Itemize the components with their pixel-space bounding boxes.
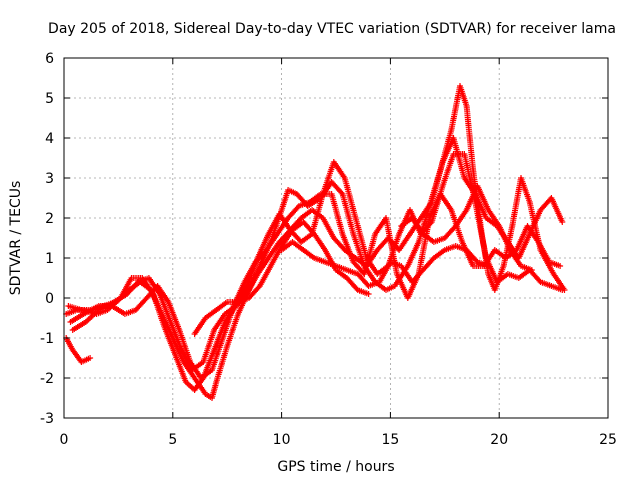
series-sat-g	[191, 219, 372, 337]
x-tick-label: 0	[60, 432, 69, 448]
series-sat-a	[63, 335, 94, 365]
series-sat-f	[278, 239, 492, 289]
y-tick-label: 1	[45, 251, 54, 267]
series-markers	[67, 191, 564, 381]
y-tick-label: -1	[40, 331, 54, 347]
x-axis-label: GPS time / hours	[277, 459, 394, 475]
series-sat-h	[398, 183, 535, 273]
y-tick-label: -3	[40, 411, 54, 427]
x-tick-label: 10	[273, 432, 291, 448]
y-axis-label: SDTVAR / TECUs	[8, 181, 24, 296]
series-markers	[191, 219, 372, 337]
series-sat-c	[65, 151, 566, 393]
x-tick-label: 25	[599, 432, 617, 448]
y-tick-label: 3	[45, 171, 54, 187]
plot-frame	[63, 57, 609, 419]
series-markers	[398, 183, 535, 273]
y-tick-label: 2	[45, 211, 54, 227]
x-tick-label: 5	[168, 432, 177, 448]
y-tick-label: -2	[40, 371, 54, 387]
y-tick-label: 4	[45, 131, 54, 147]
chart-title: Day 205 of 2018, Sidereal Day-to-day VTE…	[48, 21, 616, 37]
y-tick-label: 5	[45, 91, 54, 107]
series-sat-b	[63, 83, 568, 401]
series-markers	[69, 135, 566, 373]
series-markers	[65, 151, 566, 393]
series-markers	[63, 83, 568, 401]
series-sat-e	[69, 135, 566, 373]
ticks: 0 5 10 15 20 25 -3 -2 -1 0 1 2 3 4 5 6	[40, 51, 617, 448]
series-sat-d	[67, 191, 564, 381]
series-markers	[63, 335, 94, 365]
series-markers	[278, 239, 492, 289]
y-tick-label: 0	[45, 291, 54, 307]
y-tick-label: 6	[45, 51, 54, 67]
x-tick-label: 20	[490, 432, 508, 448]
x-tick-label: 15	[381, 432, 399, 448]
data-points	[63, 83, 568, 401]
